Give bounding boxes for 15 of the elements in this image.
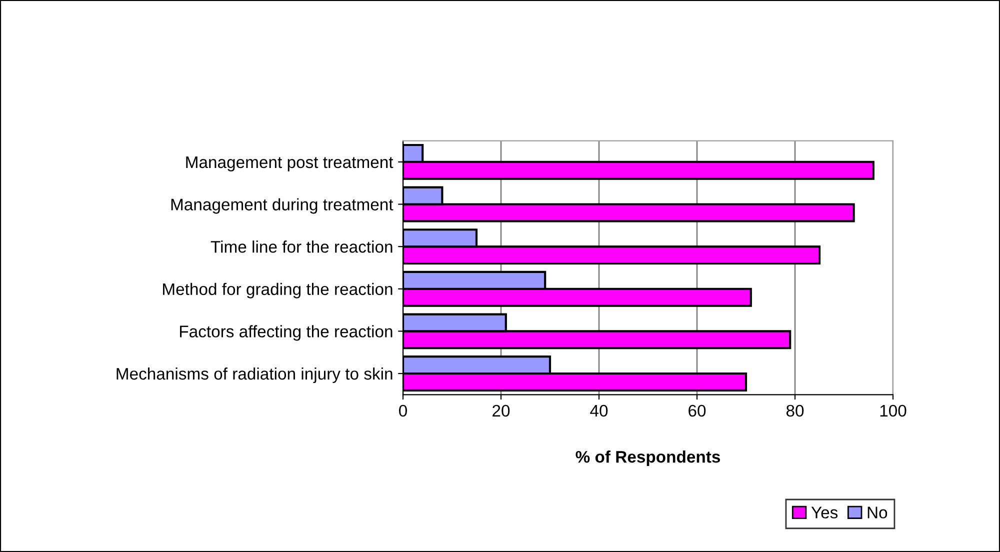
x-tick-label: 0 [399,404,407,417]
y-tick-label: Mechanisms of radiation injury to skin [116,367,392,384]
x-tick-label: 40 [590,404,608,417]
x-tick-label: 100 [880,404,906,417]
x-tick-label: 20 [492,404,510,417]
legend-label: Yes [811,506,838,518]
y-tick-label: Management post treatment [186,156,394,172]
x-tick-label: 60 [688,404,706,417]
x-axis-title: % of Respondents [576,450,720,466]
y-tick-label: Management during treatment [171,198,394,214]
x-tick-label: 80 [786,404,804,417]
y-tick-label: Method for grading the reaction [163,282,392,298]
legend-label: No [868,506,888,518]
y-tick-label: Time line for the reaction [210,240,392,253]
y-tick-label: Factors affecting the reaction [180,325,392,341]
